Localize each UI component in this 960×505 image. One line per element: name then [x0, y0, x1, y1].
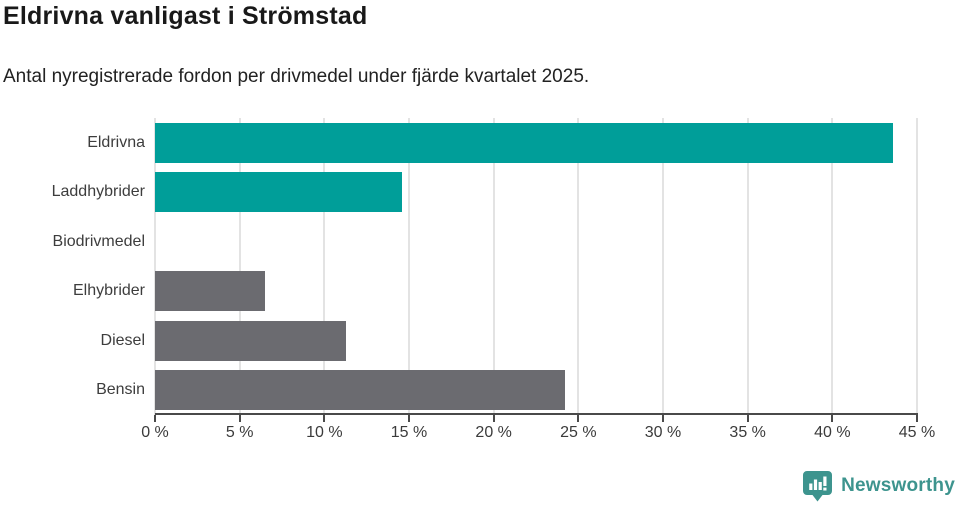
- x-tick: [916, 415, 918, 422]
- bar-diesel: [155, 320, 347, 361]
- x-tick-label: 45 %: [898, 424, 936, 441]
- chart-title: Eldrivna vanligast i Strömstad: [3, 2, 368, 30]
- category-label: Diesel: [100, 331, 145, 349]
- gridline: [661, 118, 664, 415]
- gridline: [407, 118, 410, 415]
- newsworthy-logo: Newsworthy: [802, 470, 955, 502]
- gridline: [746, 118, 749, 415]
- category-label: Laddhybrider: [51, 183, 145, 201]
- x-tick: [661, 415, 664, 422]
- bar-rows: [155, 118, 917, 415]
- x-tick: [492, 415, 495, 422]
- x-tick-label: 20 %: [475, 424, 512, 441]
- gridline: [577, 118, 580, 415]
- bar-bensin: [155, 370, 565, 411]
- x-tick-label: 10 %: [306, 424, 343, 441]
- bar-row: [155, 168, 917, 218]
- x-tick-label: 40 %: [814, 424, 851, 441]
- x-tick: [746, 415, 749, 422]
- gridline: [916, 118, 918, 415]
- x-axis-line: [155, 413, 918, 415]
- gridlines: [154, 118, 918, 415]
- bar-laddhybrider: [155, 172, 403, 213]
- gridline: [323, 118, 326, 415]
- x-tick-label: 35 %: [729, 424, 766, 441]
- x-tick-label: 15 %: [390, 424, 428, 441]
- category-labels: Eldrivna Laddhybrider Biodrivmedel Elhybrid…: [0, 118, 145, 415]
- chart-subtitle: Antal nyregistrerade fordon per drivmede…: [3, 66, 590, 87]
- newsworthy-logo-icon: [803, 471, 833, 502]
- category-label: Eldrivna: [87, 133, 145, 151]
- plot-area: [154, 118, 918, 415]
- category-label: Bensin: [96, 381, 145, 399]
- bar-row: [155, 118, 917, 168]
- bar-row: [155, 316, 917, 366]
- gridline: [492, 118, 495, 415]
- x-tick: [831, 415, 834, 422]
- x-tick: [323, 415, 326, 422]
- x-tick-label: 0 %: [141, 424, 169, 441]
- category-label: Biodrivmedel: [52, 232, 145, 250]
- x-axis: 0 % 5 % 10 % 15 % 20 % 25 % 30 % 35 % 40 % 45 %: [141, 415, 935, 455]
- bar-row: [155, 366, 917, 416]
- x-tick: [577, 415, 580, 422]
- gridline: [831, 118, 834, 415]
- x-tick-label: 30 %: [644, 424, 682, 441]
- x-tick: [407, 415, 410, 422]
- gridline: [238, 118, 241, 415]
- bar-eldrivna: [155, 122, 894, 163]
- category-label: Elhybrider: [72, 282, 145, 300]
- x-tick: [238, 415, 241, 422]
- bar-row: [155, 267, 917, 317]
- bar-row: [155, 217, 917, 267]
- x-tick: [154, 415, 156, 422]
- newsworthy-logo-text: Newsworthy: [841, 475, 955, 496]
- x-tick-label: 5 %: [225, 424, 254, 441]
- bar-elhybrider: [155, 271, 266, 312]
- x-tick-label: 25 %: [560, 424, 597, 441]
- gridline: [154, 118, 156, 415]
